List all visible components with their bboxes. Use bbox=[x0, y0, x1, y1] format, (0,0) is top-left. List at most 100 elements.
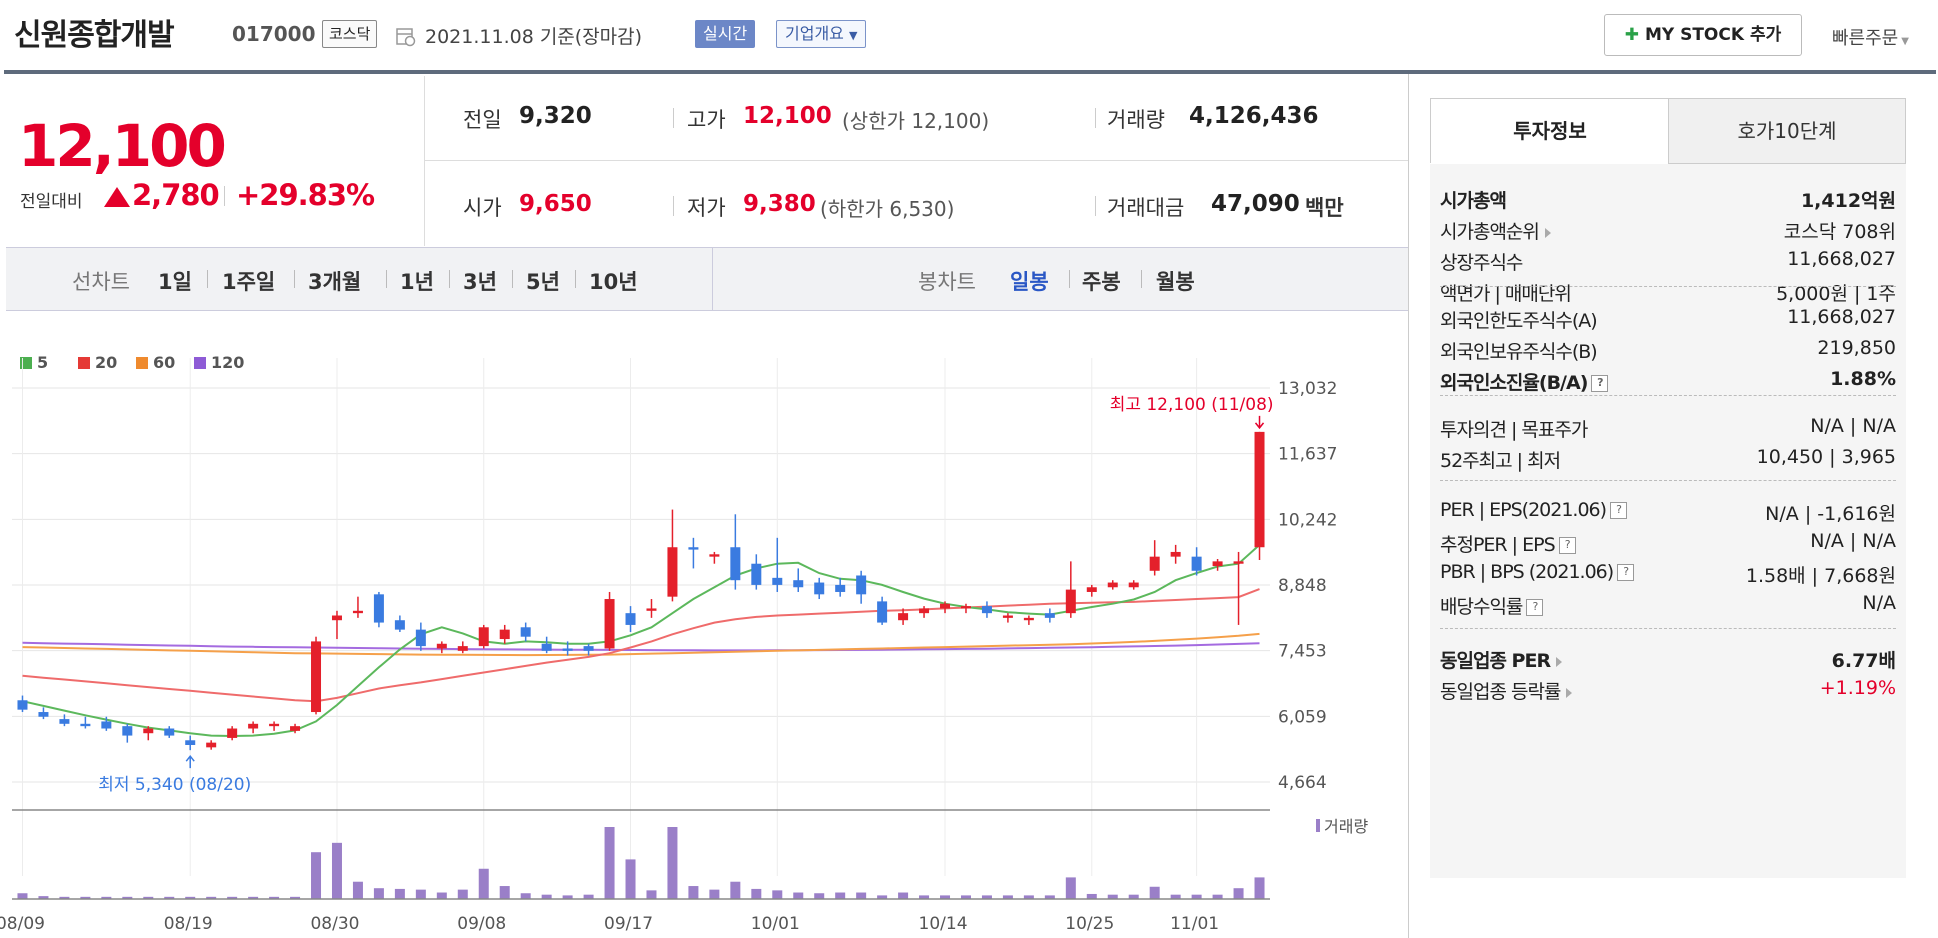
tab-1week[interactable]: 1주일 bbox=[222, 270, 276, 294]
tab-3year[interactable]: 3년 bbox=[463, 270, 497, 294]
lower-limit: (하한가 6,530) bbox=[820, 197, 955, 221]
section-divider bbox=[1440, 286, 1896, 287]
divider bbox=[673, 108, 674, 128]
tab-orderbook-10[interactable]: 호가10단계 bbox=[1668, 98, 1906, 164]
candle-body bbox=[17, 700, 28, 710]
candle bbox=[227, 726, 238, 741]
info-row-label: 52주최고 | 최저 bbox=[1440, 450, 1561, 472]
help-icon[interactable]: ? bbox=[1617, 564, 1635, 581]
candle bbox=[1128, 580, 1139, 590]
section-divider bbox=[1440, 395, 1896, 396]
info-row: 배당수익률? N/A bbox=[1440, 592, 1896, 622]
candle bbox=[751, 554, 762, 590]
candle bbox=[898, 608, 909, 625]
volume-bar bbox=[793, 892, 804, 899]
realtime-button[interactable]: 실시간 bbox=[695, 20, 756, 48]
volume-bar bbox=[730, 881, 741, 899]
legend-label: 5 bbox=[37, 353, 48, 372]
info-row: 시가총액순위 코스닥 708위 bbox=[1440, 217, 1896, 247]
quote-info-grid: 전일 9,320 고가 12,100 (상한가 12,100) 거래량 4,12… bbox=[425, 76, 1408, 246]
stock-name: 신원종합개발 bbox=[14, 18, 175, 53]
y-tick-label: 11,637 bbox=[1278, 445, 1337, 465]
amount-label: 거래대금 bbox=[1107, 196, 1185, 220]
volume-bar bbox=[499, 886, 510, 899]
info-row-label: 상장주식수 bbox=[1440, 252, 1523, 274]
open-label: 시가 bbox=[463, 196, 502, 220]
candle-body bbox=[1086, 587, 1097, 592]
candle bbox=[1107, 580, 1118, 590]
tab-weekly[interactable]: 주봉 bbox=[1082, 270, 1121, 294]
help-icon[interactable]: ? bbox=[1591, 375, 1609, 392]
info-row-label: PBR | BPS (2021.06)? bbox=[1440, 561, 1635, 583]
info-row-label: 배당수익률? bbox=[1440, 592, 1544, 619]
candle bbox=[143, 726, 154, 741]
high-value: 12,100 bbox=[743, 103, 832, 129]
info-row-label: 추정PER | EPS? bbox=[1440, 530, 1576, 557]
x-tick-label: 09/17 bbox=[604, 914, 653, 934]
candle bbox=[646, 599, 657, 618]
candle bbox=[1086, 584, 1097, 597]
volume-bar bbox=[227, 896, 238, 899]
help-icon[interactable]: ? bbox=[1558, 537, 1576, 554]
info-row-value: N/A | N/A bbox=[1810, 415, 1896, 437]
volume-bar bbox=[1170, 894, 1181, 899]
help-icon[interactable]: ? bbox=[1610, 502, 1628, 519]
volume-bar bbox=[709, 889, 720, 899]
candle-body bbox=[248, 723, 259, 729]
company-overview-button[interactable]: 기업개요 ▼ bbox=[776, 20, 867, 48]
y-tick-label: 8,848 bbox=[1278, 576, 1327, 596]
candle-body bbox=[457, 646, 468, 651]
volume-bar bbox=[17, 893, 28, 899]
candle bbox=[730, 514, 741, 590]
divider bbox=[224, 186, 225, 206]
candle bbox=[185, 735, 196, 751]
tab-investment-info[interactable]: 투자정보 bbox=[1430, 98, 1670, 163]
divider bbox=[1069, 270, 1070, 288]
volume-bar bbox=[436, 892, 447, 899]
tab-1year[interactable]: 1년 bbox=[400, 270, 434, 294]
volume-bar bbox=[856, 892, 867, 899]
volume-bar bbox=[269, 896, 280, 899]
candle-chart-label: 봉차트 bbox=[918, 270, 976, 294]
candle bbox=[373, 591, 384, 628]
info-row: 외국인소진율(B/A)? 1.88% bbox=[1440, 368, 1896, 398]
candle-body bbox=[981, 606, 992, 614]
ma120-line bbox=[22, 641, 1260, 652]
candle bbox=[1044, 608, 1055, 623]
chevron-right-icon[interactable] bbox=[1556, 656, 1563, 667]
chevron-right-icon[interactable] bbox=[1566, 687, 1573, 698]
x-tick-label: 08/09 bbox=[0, 914, 45, 934]
candle-body bbox=[877, 601, 888, 623]
tab-5year[interactable]: 5년 bbox=[526, 270, 560, 294]
low-label: 저가 bbox=[687, 196, 726, 220]
candle-body bbox=[688, 547, 699, 550]
high-label: 고가 bbox=[687, 108, 726, 132]
tab-daily[interactable]: 일봉 bbox=[1010, 270, 1049, 294]
price-change-value: 2,780 bbox=[132, 178, 220, 212]
divider bbox=[386, 270, 387, 288]
candle-body bbox=[164, 728, 175, 736]
volume-legend-swatch bbox=[1316, 819, 1320, 832]
tab-10year[interactable]: 10년 bbox=[589, 270, 638, 294]
candle-body bbox=[269, 723, 280, 727]
candle-body bbox=[227, 728, 238, 738]
candle bbox=[1254, 431, 1265, 560]
help-icon[interactable]: ? bbox=[1526, 599, 1544, 616]
price-chart: 5 20 60 120 13,032 11,637 10,242 8,848 7,453 6,05… bbox=[0, 353, 1368, 934]
candle bbox=[772, 537, 783, 592]
candle-body bbox=[101, 721, 112, 729]
quick-order-button[interactable]: 빠른주문 ▼ bbox=[1832, 24, 1909, 50]
divider bbox=[512, 270, 513, 288]
x-tick-label: 10/14 bbox=[919, 914, 968, 934]
chevron-right-icon[interactable] bbox=[1544, 227, 1551, 238]
tab-monthly[interactable]: 월봉 bbox=[1156, 270, 1195, 294]
volume-bar bbox=[311, 852, 322, 899]
tab-1day[interactable]: 1일 bbox=[158, 270, 192, 294]
upper-limit: (상한가 12,100) bbox=[842, 109, 990, 133]
chart-tabs-bar: 선차트 1일 1주일 3개월 1년 3년 5년 10년 봉차트 일봉 주봉 월봉 bbox=[6, 247, 1408, 311]
add-my-stock-button[interactable]: ✚ MY STOCK 추가 bbox=[1604, 14, 1802, 56]
info-row-value: 219,850 bbox=[1817, 337, 1896, 359]
candle bbox=[352, 596, 363, 618]
candle-body bbox=[478, 627, 489, 647]
tab-3month[interactable]: 3개월 bbox=[308, 270, 362, 294]
